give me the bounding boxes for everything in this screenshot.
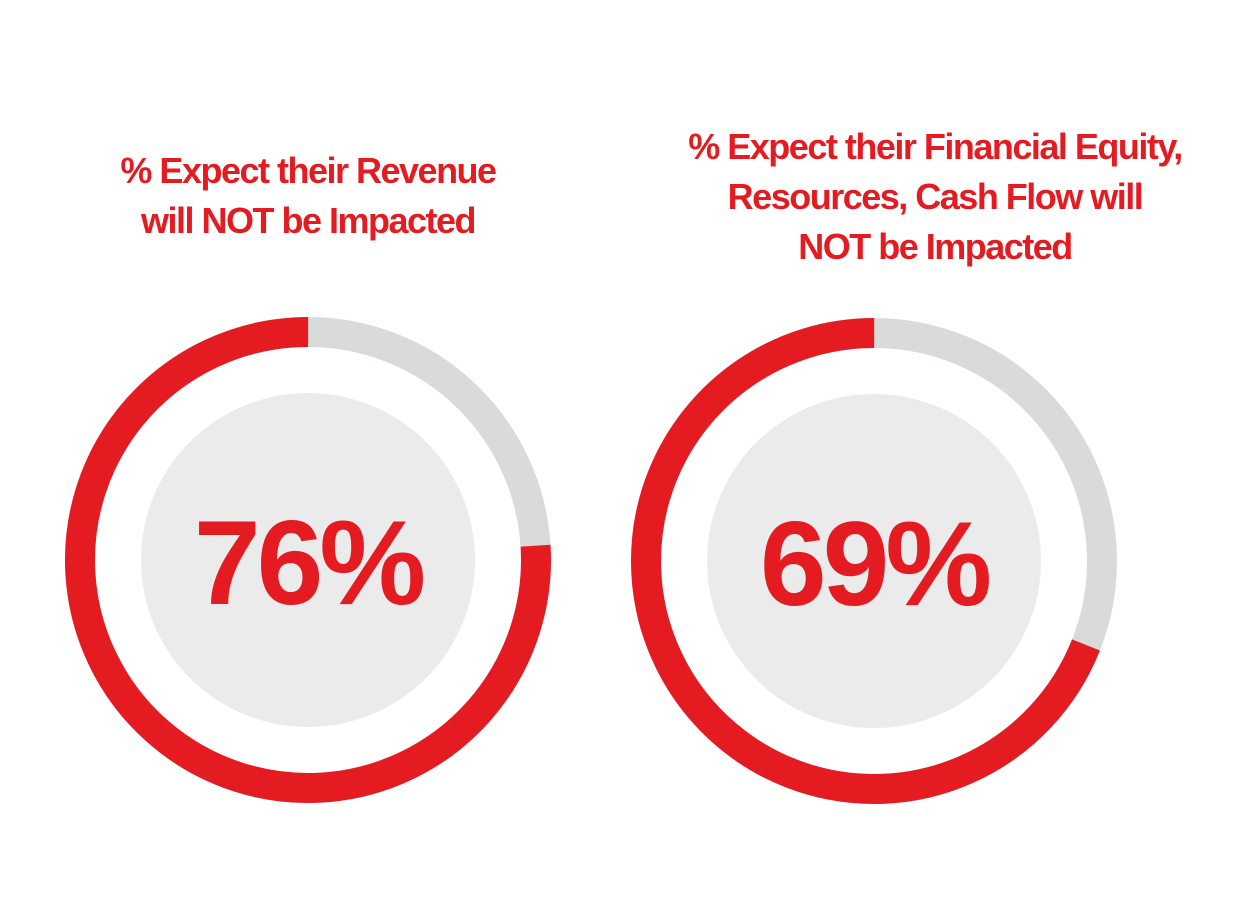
donut-ring: [65, 317, 551, 803]
donut-value-label: 69%: [759, 497, 992, 631]
donut-chart-financial-equity: 69%: [624, 311, 1124, 811]
inner-disc: [141, 393, 475, 727]
title-line: % Expect their Financial Equity,: [688, 126, 1183, 167]
title-line: Resources, Cash Flow will: [727, 176, 1144, 217]
donut-value-label: 76%: [193, 496, 426, 630]
donut-chart-revenue: 76%: [58, 310, 558, 810]
donut-ring: [631, 318, 1117, 804]
title-line: % Expect their Revenue: [120, 150, 497, 191]
inner-disc: [707, 394, 1041, 728]
title-line: will NOT be Impacted: [140, 200, 477, 241]
chart-title-revenue: % Expect their Revenue will NOT be Impac…: [58, 146, 558, 246]
title-line: NOT be Impacted: [798, 226, 1073, 267]
chart-title-financial-equity: % Expect their Financial Equity, Resourc…: [630, 122, 1238, 272]
ring-value-arc: [631, 318, 1117, 804]
